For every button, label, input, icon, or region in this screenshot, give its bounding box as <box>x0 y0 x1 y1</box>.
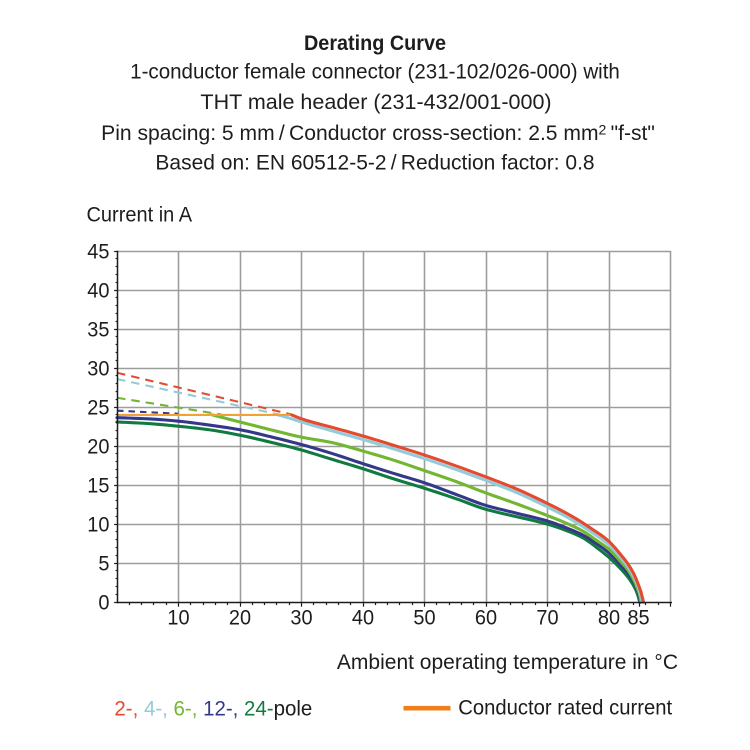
svg-text:Current in A: Current in A <box>87 203 193 227</box>
svg-text:60: 60 <box>475 606 497 630</box>
svg-text:Conductor rated current: Conductor rated current <box>458 696 672 719</box>
svg-text:2-, 4-, 6-, 12-, 24-pole: 2-, 4-, 6-, 12-, 24-pole <box>114 697 312 720</box>
svg-text:40: 40 <box>87 279 109 303</box>
svg-text:15: 15 <box>87 474 109 498</box>
svg-text:Pin spacing: 5 mm / Conductor: Pin spacing: 5 mm / Conductor cross-sect… <box>101 121 655 144</box>
svg-text:10: 10 <box>167 606 189 630</box>
svg-text:Derating Curve: Derating Curve <box>304 32 446 55</box>
svg-text:45: 45 <box>87 240 109 264</box>
svg-text:25: 25 <box>87 396 109 420</box>
svg-text:30: 30 <box>87 357 109 381</box>
svg-text:5: 5 <box>98 552 109 576</box>
svg-text:1-conductor female connector (: 1-conductor female connector (231-102/02… <box>130 60 620 83</box>
svg-text:30: 30 <box>290 606 312 630</box>
svg-text:20: 20 <box>229 606 251 630</box>
svg-text:0: 0 <box>98 591 109 615</box>
svg-text:50: 50 <box>413 606 435 630</box>
svg-text:70: 70 <box>536 606 558 630</box>
svg-text:THT male header (231-432/001-0: THT male header (231-432/001-000) <box>200 90 551 114</box>
svg-text:20: 20 <box>87 435 109 459</box>
svg-text:85: 85 <box>627 606 649 630</box>
svg-text:40: 40 <box>352 606 374 630</box>
svg-text:Ambient operating temperature: Ambient operating temperature in °C <box>337 651 678 674</box>
svg-text:10: 10 <box>87 513 109 537</box>
svg-text:80: 80 <box>598 606 620 630</box>
svg-text:35: 35 <box>87 318 109 342</box>
svg-text:Based on: EN 60512-5-2 / Reduc: Based on: EN 60512-5-2 / Reduction facto… <box>155 152 594 175</box>
